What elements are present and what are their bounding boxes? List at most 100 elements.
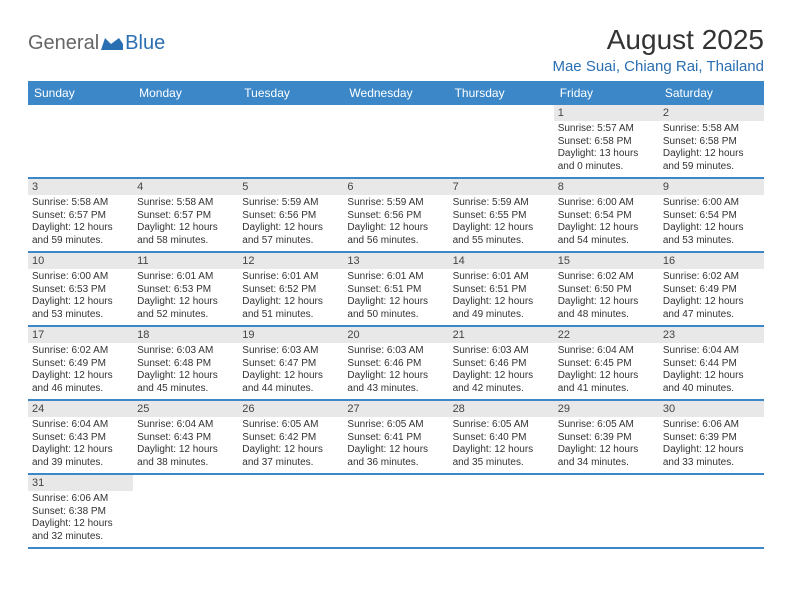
day-number: [238, 105, 343, 121]
cell-body: Sunrise: 6:05 AMSunset: 6:39 PMDaylight:…: [554, 417, 659, 473]
calendar: SundayMondayTuesdayWednesdayThursdayFrid…: [28, 81, 764, 549]
sunset-text: Sunset: 6:58 PM: [663, 136, 760, 149]
sunrise-text: Sunrise: 6:04 AM: [32, 419, 129, 432]
calendar-cell: 14Sunrise: 6:01 AMSunset: 6:51 PMDayligh…: [449, 253, 554, 325]
sunrise-text: Sunrise: 6:03 AM: [347, 345, 444, 358]
calendar-cell: 1Sunrise: 5:57 AMSunset: 6:58 PMDaylight…: [554, 105, 659, 177]
sunset-text: Sunset: 6:56 PM: [347, 210, 444, 223]
calendar-cell: [238, 105, 343, 177]
calendar-cell: 30Sunrise: 6:06 AMSunset: 6:39 PMDayligh…: [659, 401, 764, 473]
sunset-text: Sunset: 6:56 PM: [242, 210, 339, 223]
cell-body: Sunrise: 6:02 AMSunset: 6:49 PMDaylight:…: [28, 343, 133, 399]
sunset-text: Sunset: 6:44 PM: [663, 358, 760, 371]
daylight-text: Daylight: 12 hours and 36 minutes.: [347, 444, 444, 469]
sunrise-text: Sunrise: 5:58 AM: [663, 123, 760, 136]
month-title: August 2025: [552, 24, 764, 56]
sunrise-text: Sunrise: 6:06 AM: [663, 419, 760, 432]
daylight-text: Daylight: 12 hours and 51 minutes.: [242, 296, 339, 321]
day-number: 6: [343, 179, 448, 195]
calendar-cell: 22 Sunrise: 6:04 AMSunset: 6:45 PMDayligh…: [554, 327, 659, 399]
daylight-text: Daylight: 12 hours and 42 minutes.: [453, 370, 550, 395]
day-number: 19: [238, 327, 343, 343]
cell-body: Sunrise: 6:00 AMSunset: 6:54 PMDaylight:…: [554, 195, 659, 251]
daylight-text: Daylight: 12 hours and 38 minutes.: [137, 444, 234, 469]
day-number: 20: [343, 327, 448, 343]
sunrise-text: Sunrise: 6:01 AM: [242, 271, 339, 284]
sunset-text: Sunset: 6:39 PM: [558, 432, 655, 445]
day-number: 14: [449, 253, 554, 269]
cell-body: Sunrise: 5:58 AMSunset: 6:58 PMDaylight:…: [659, 121, 764, 177]
cell-body: Sunrise: 6:01 AMSunset: 6:51 PMDaylight:…: [343, 269, 448, 325]
day-number: 10: [28, 253, 133, 269]
daylight-text: Daylight: 12 hours and 45 minutes.: [137, 370, 234, 395]
day-header: Thursday: [449, 81, 554, 105]
daylight-text: Daylight: 12 hours and 35 minutes.: [453, 444, 550, 469]
sunrise-text: Sunrise: 6:04 AM: [558, 345, 655, 358]
day-header: Monday: [133, 81, 238, 105]
day-number: 25: [133, 401, 238, 417]
sunrise-text: Sunrise: 5:57 AM: [558, 123, 655, 136]
calendar-cell: 16Sunrise: 6:02 AMSunset: 6:49 PMDayligh…: [659, 253, 764, 325]
sunset-text: Sunset: 6:41 PM: [347, 432, 444, 445]
daylight-text: Daylight: 12 hours and 39 minutes.: [32, 444, 129, 469]
day-number: 15: [554, 253, 659, 269]
calendar-cell: 28Sunrise: 6:05 AMSunset: 6:40 PMDayligh…: [449, 401, 554, 473]
sunrise-text: Sunrise: 5:59 AM: [242, 197, 339, 210]
calendar-cell: 24 Sunrise: 6:04 AMSunset: 6:43 PMDayligh…: [28, 401, 133, 473]
logo-text-2: Blue: [125, 32, 165, 55]
day-number: 5: [238, 179, 343, 195]
day-number: 30: [659, 401, 764, 417]
cell-body: Sunrise: 5:59 AMSunset: 6:55 PMDaylight:…: [449, 195, 554, 251]
logo: General Blue: [28, 24, 165, 55]
daylight-text: Daylight: 12 hours and 44 minutes.: [242, 370, 339, 395]
cell-body: Sunrise: 6:00 AMSunset: 6:53 PMDaylight:…: [28, 269, 133, 325]
day-number: 27: [343, 401, 448, 417]
daylight-text: Daylight: 12 hours and 59 minutes.: [32, 222, 129, 247]
daylight-text: Daylight: 12 hours and 33 minutes.: [663, 444, 760, 469]
sunset-text: Sunset: 6:40 PM: [453, 432, 550, 445]
sunrise-text: Sunrise: 5:58 AM: [137, 197, 234, 210]
cell-body: Sunrise: 6:04 AMSunset: 6:43 PMDaylight:…: [133, 417, 238, 473]
calendar-cell: 15Sunrise: 6:02 AMSunset: 6:50 PMDayligh…: [554, 253, 659, 325]
calendar-cell: [28, 105, 133, 177]
calendar-week: 1Sunrise: 5:57 AMSunset: 6:58 PMDaylight…: [28, 105, 764, 179]
cell-body: Sunrise: 6:00 AMSunset: 6:54 PMDaylight:…: [659, 195, 764, 251]
sunset-text: Sunset: 6:57 PM: [32, 210, 129, 223]
sunrise-text: Sunrise: 6:05 AM: [242, 419, 339, 432]
cell-body: Sunrise: 6:02 AMSunset: 6:50 PMDaylight:…: [554, 269, 659, 325]
sunset-text: Sunset: 6:46 PM: [347, 358, 444, 371]
sunset-text: Sunset: 6:45 PM: [558, 358, 655, 371]
day-header: Saturday: [659, 81, 764, 105]
day-header: Tuesday: [238, 81, 343, 105]
day-number: 13: [343, 253, 448, 269]
sunset-text: Sunset: 6:47 PM: [242, 358, 339, 371]
sunrise-text: Sunrise: 6:06 AM: [32, 493, 129, 506]
daylight-text: Daylight: 12 hours and 41 minutes.: [558, 370, 655, 395]
sunrise-text: Sunrise: 5:59 AM: [347, 197, 444, 210]
day-number: 24: [28, 401, 133, 417]
day-number: 22: [554, 327, 659, 343]
sunrise-text: Sunrise: 6:04 AM: [137, 419, 234, 432]
sunrise-text: Sunrise: 6:05 AM: [347, 419, 444, 432]
day-header: Friday: [554, 81, 659, 105]
sunset-text: Sunset: 6:42 PM: [242, 432, 339, 445]
sunset-text: Sunset: 6:43 PM: [32, 432, 129, 445]
calendar-cell: 9Sunrise: 6:00 AMSunset: 6:54 PMDaylight…: [659, 179, 764, 251]
sunrise-text: Sunrise: 6:05 AM: [453, 419, 550, 432]
calendar-cell: 31Sunrise: 6:06 AMSunset: 6:38 PMDayligh…: [28, 475, 133, 547]
day-number: 9: [659, 179, 764, 195]
sunset-text: Sunset: 6:43 PM: [137, 432, 234, 445]
calendar-cell: 8Sunrise: 6:00 AMSunset: 6:54 PMDaylight…: [554, 179, 659, 251]
sunrise-text: Sunrise: 6:00 AM: [663, 197, 760, 210]
daylight-text: Daylight: 12 hours and 32 minutes.: [32, 518, 129, 543]
daylight-text: Daylight: 12 hours and 48 minutes.: [558, 296, 655, 321]
day-number: 11: [133, 253, 238, 269]
calendar-week: 10Sunrise: 6:00 AMSunset: 6:53 PMDayligh…: [28, 253, 764, 327]
cell-body: Sunrise: 6:03 AMSunset: 6:48 PMDaylight:…: [133, 343, 238, 399]
cell-body: Sunrise: 5:58 AMSunset: 6:57 PMDaylight:…: [28, 195, 133, 251]
sunset-text: Sunset: 6:54 PM: [558, 210, 655, 223]
cell-body: Sunrise: 6:03 AMSunset: 6:47 PMDaylight:…: [238, 343, 343, 399]
calendar-cell: 7Sunrise: 5:59 AMSunset: 6:55 PMDaylight…: [449, 179, 554, 251]
cell-body: Sunrise: 6:03 AMSunset: 6:46 PMDaylight:…: [449, 343, 554, 399]
calendar-week: 31Sunrise: 6:06 AMSunset: 6:38 PMDayligh…: [28, 475, 764, 549]
